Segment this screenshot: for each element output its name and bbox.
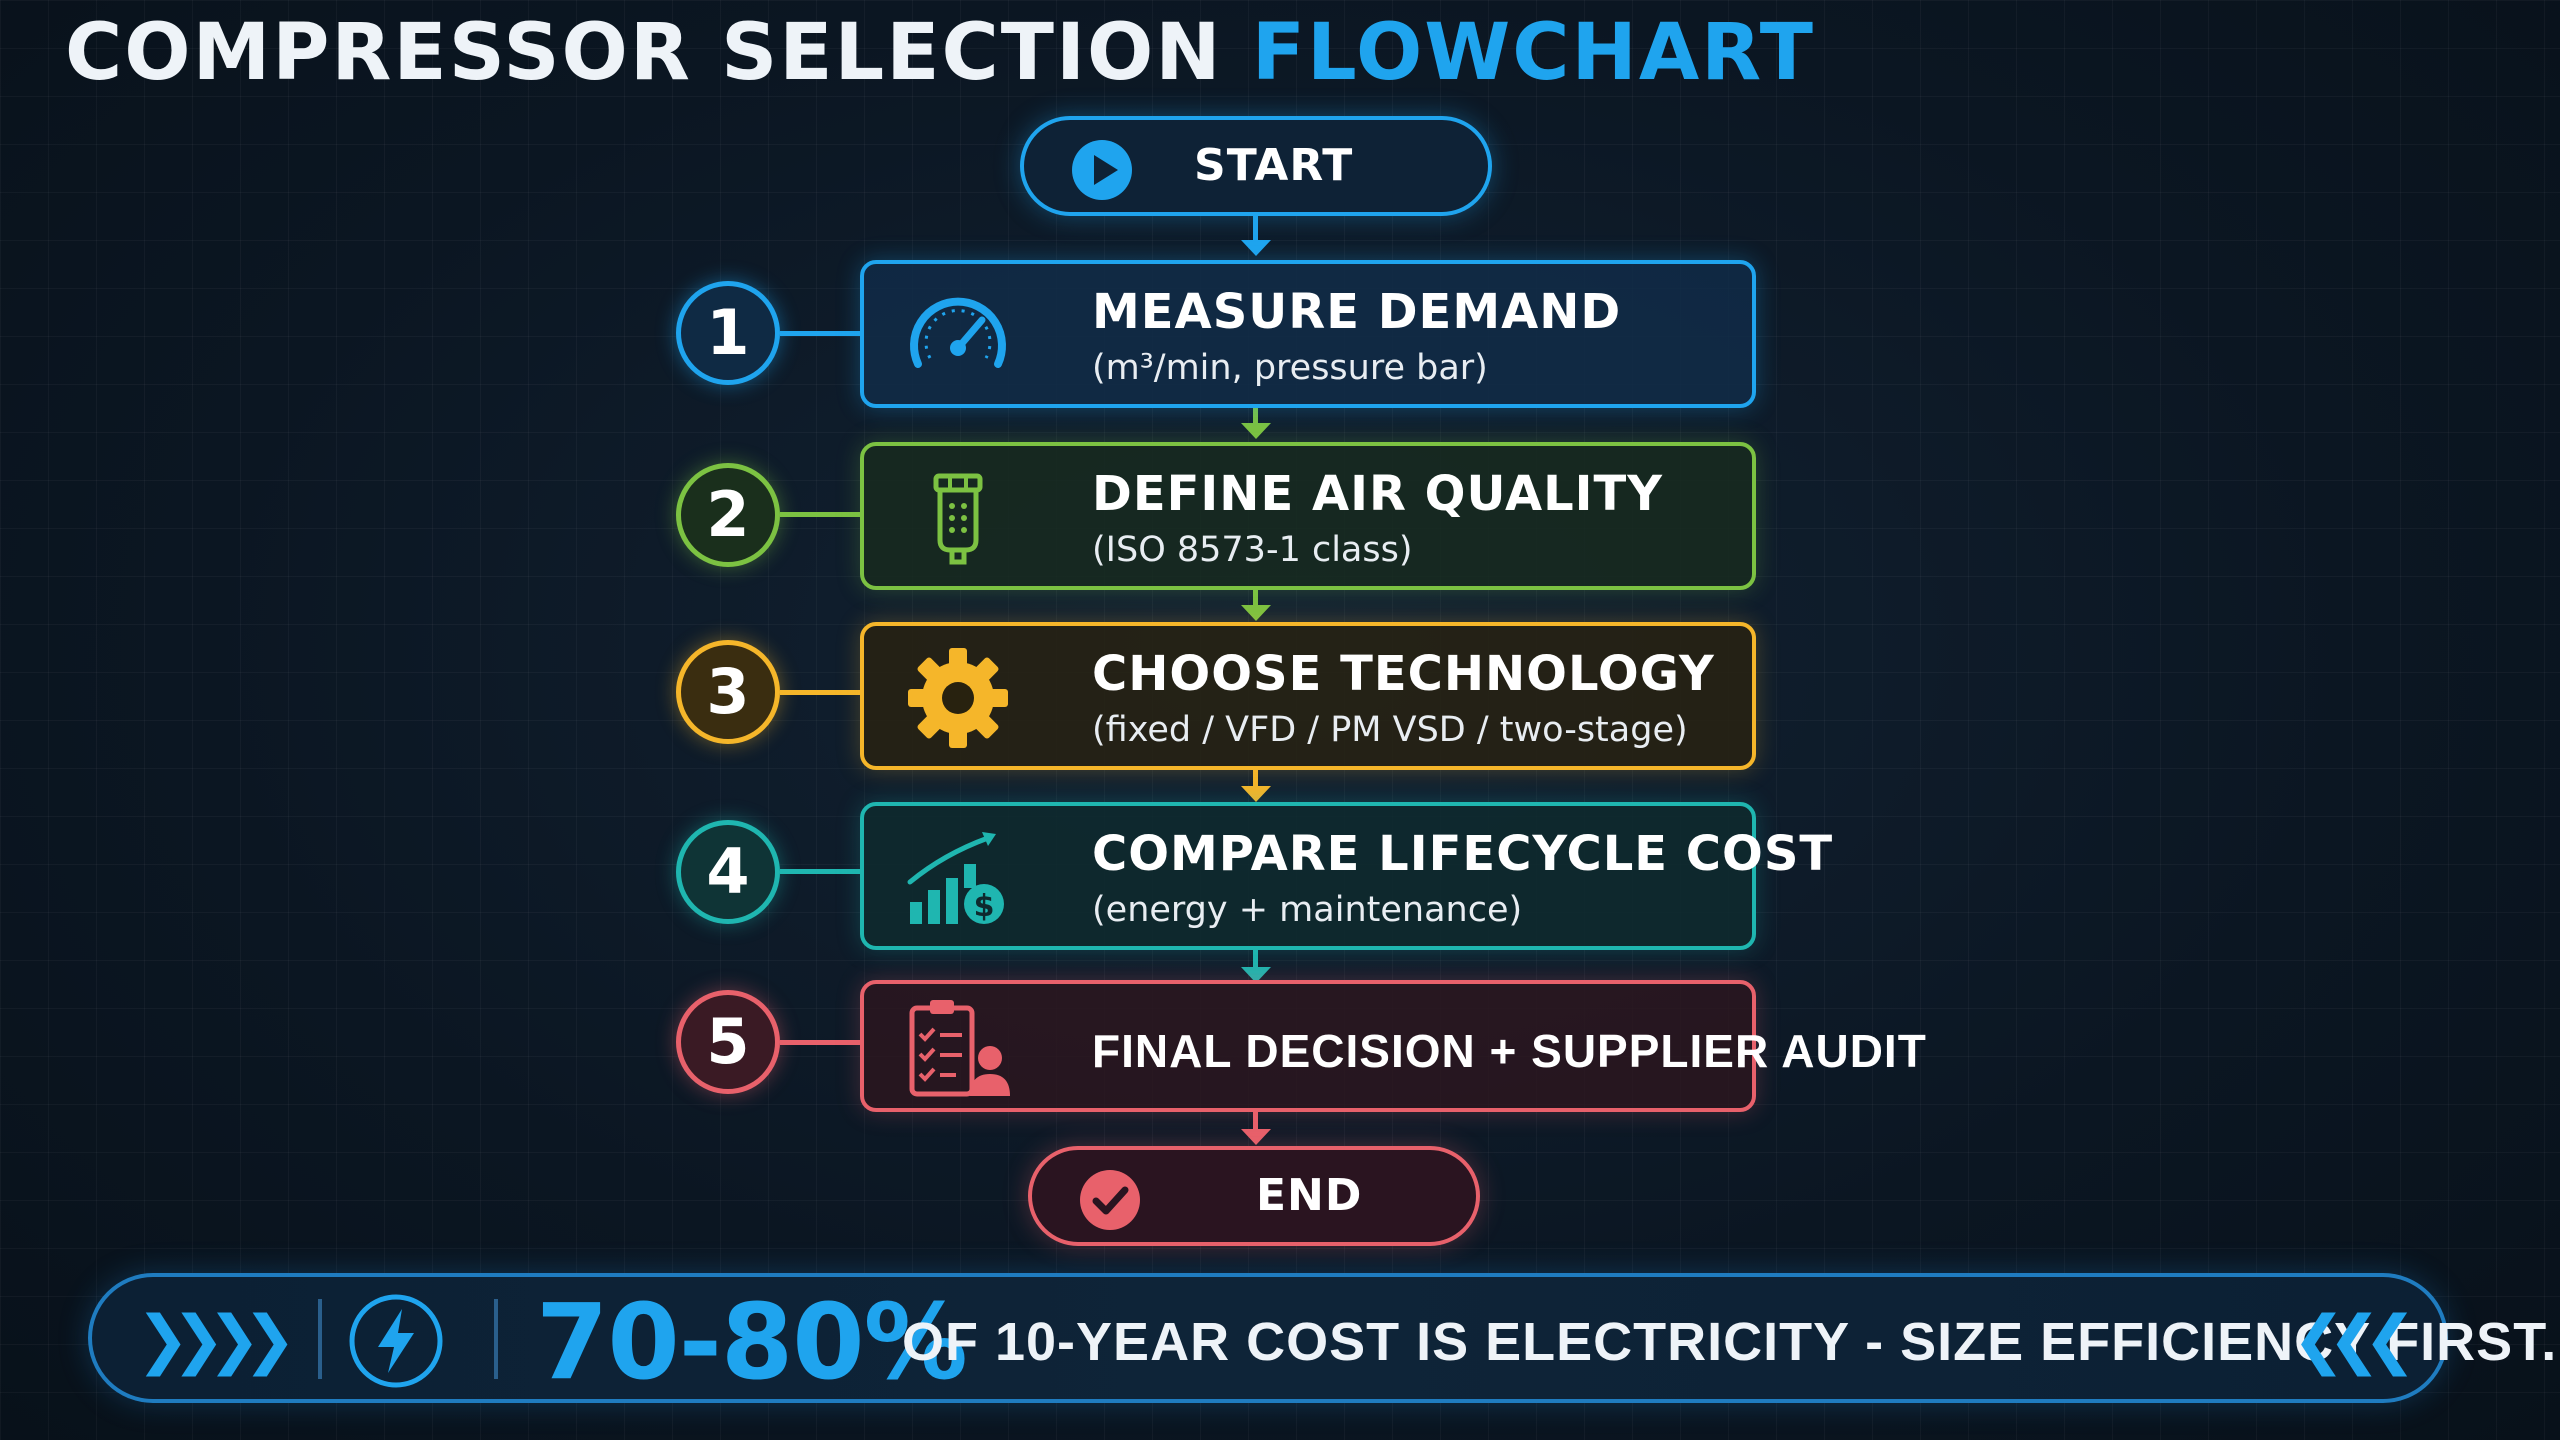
step-2-subtitle: (ISO 8573-1 class) [1092, 530, 1413, 570]
step-5-title: FINAL DECISION + SUPPLIER AUDIT [1092, 1025, 1927, 1077]
step-3-box: CHOOSE TECHNOLOGY (fixed / VFD / PM VSD … [860, 622, 1756, 770]
banner-percent: 70-80% [536, 1281, 968, 1403]
step-4-connector [780, 869, 860, 874]
step-3-title: CHOOSE TECHNOLOGY [1092, 646, 1715, 702]
efficiency-banner: ❯❯❯❯ 70-80% OF 10-YEAR COST IS ELECTRICI… [88, 1273, 2556, 1403]
step-2-title: DEFINE AIR QUALITY [1092, 466, 1664, 522]
play-icon [1072, 140, 1132, 200]
step-2-box: DEFINE AIR QUALITY (ISO 8573-1 class) [860, 442, 1756, 590]
air-filter-icon [933, 473, 983, 565]
step-4-box: $ COMPARE LIFECYCLE COST (energy + maint… [860, 802, 1832, 950]
title-main: COMPRESSOR SELECTION [65, 8, 1223, 98]
svg-text:$: $ [974, 889, 995, 924]
left-chevrons: ❯❯❯❯ [136, 1303, 296, 1377]
step-2-connector [780, 512, 860, 517]
end-node: END [1028, 1146, 1480, 1246]
title-accent: FLOWCHART [1251, 8, 1815, 98]
right-chevrons: ❮❮❮ [2292, 1303, 2417, 1377]
start-label: START [1194, 140, 1354, 191]
step-5-box: FINAL DECISION + SUPPLIER AUDIT [860, 980, 1926, 1112]
step-4-subtitle: (energy + maintenance) [1092, 890, 1523, 930]
step-2-number: 2 [676, 463, 780, 567]
end-label: END [1256, 1170, 1363, 1221]
page-title: COMPRESSOR SELECTION FLOWCHART [0, 8, 1880, 98]
gauge-icon [910, 297, 1006, 368]
banner-text: OF 10-YEAR COST IS ELECTRICITY - SIZE EF… [902, 1312, 2558, 1372]
check-icon [1080, 1170, 1140, 1230]
lightning-icon [349, 1294, 443, 1388]
step-1-box: MEASURE DEMAND (m³/min, pressure bar) [860, 260, 1756, 408]
step-1-subtitle: (m³/min, pressure bar) [1092, 348, 1488, 388]
step-4-title: COMPARE LIFECYCLE COST [1092, 826, 1834, 882]
step-1-title: MEASURE DEMAND [1092, 284, 1622, 340]
step-3-subtitle: (fixed / VFD / PM VSD / two-stage) [1092, 710, 1688, 750]
step-4-number: 4 [676, 820, 780, 924]
gear-icon [908, 648, 1008, 748]
step-3-number: 3 [676, 640, 780, 744]
step-3-connector [780, 690, 860, 695]
step-5-number: 5 [676, 990, 780, 1094]
step-1-connector [780, 331, 860, 336]
start-node: START [1020, 116, 1492, 216]
step-5-connector [780, 1040, 860, 1045]
checklist-person-icon [909, 1000, 1010, 1097]
banner-divider [318, 1299, 322, 1379]
step-1-number: 1 [676, 281, 780, 385]
banner-divider [494, 1299, 498, 1379]
cost-chart-icon: $ [907, 832, 1004, 924]
